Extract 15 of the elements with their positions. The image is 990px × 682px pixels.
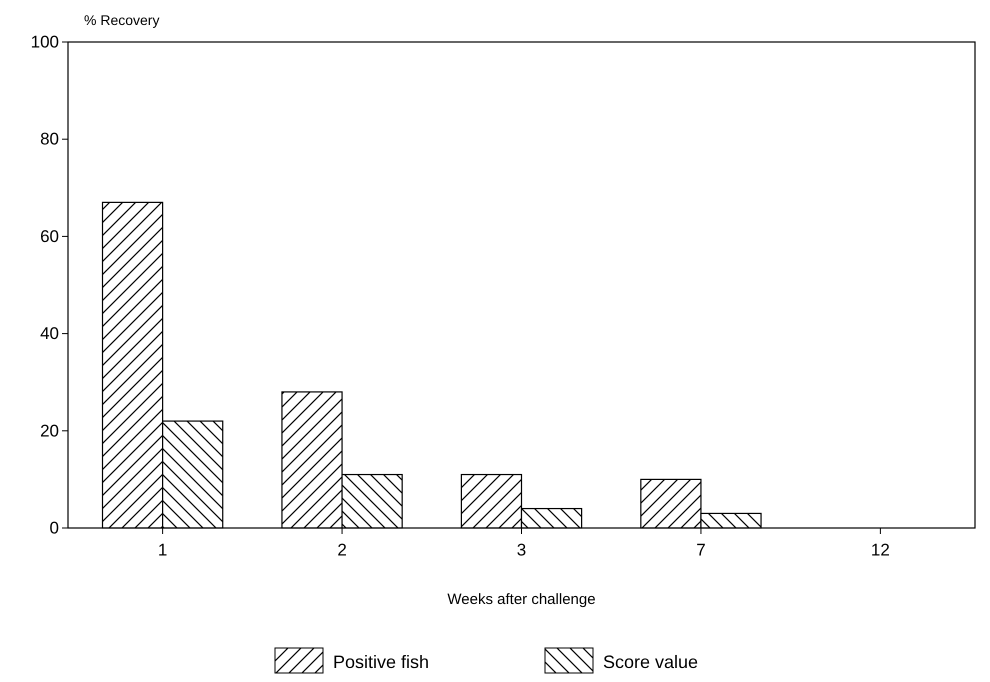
y-tick-label: 20 (40, 421, 59, 440)
x-tick-label: 1 (158, 540, 168, 560)
y-tick-label: 80 (40, 130, 59, 149)
y-tick-label: 100 (30, 32, 59, 52)
y-tick-label: 40 (40, 324, 59, 344)
x-axis-title: Weeks after challenge (447, 591, 596, 608)
legend-label: Score value (603, 652, 698, 672)
y-axis-title: % Recovery (84, 12, 160, 28)
x-tick-label: 3 (516, 540, 526, 560)
x-tick-label: 2 (337, 540, 347, 560)
x-tick-label: 7 (696, 540, 706, 560)
x-tick-label: 12 (870, 540, 890, 560)
y-tick-label: 60 (40, 226, 59, 246)
y-tick-label: 0 (50, 518, 59, 538)
legend-label: Positive fish (333, 652, 430, 672)
